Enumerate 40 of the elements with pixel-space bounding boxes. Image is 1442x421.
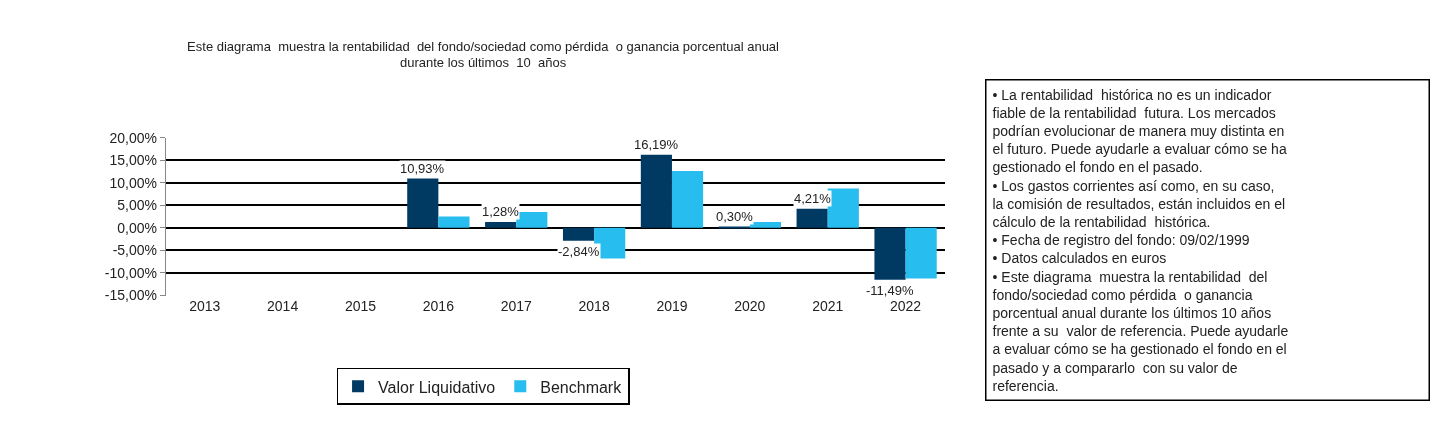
data-label: 0,30% (716, 209, 754, 224)
x-tick-label: 2013 (189, 297, 221, 314)
y-tick-label: 10,00% (109, 174, 158, 191)
x-tick-label: 2020 (734, 297, 766, 314)
x-tick-label: 2019 (656, 297, 688, 314)
bar (749, 221, 781, 228)
x-tick-label: 2015 (344, 297, 377, 314)
y-tick-label: 20,00% (109, 129, 158, 146)
y-tick-label: -5,00% (112, 242, 158, 259)
y-tick-label: -15,00% (104, 287, 158, 304)
bar (796, 208, 828, 228)
chart-title: Este diagrama muestra la rentabilidad del fondo/sociedad como pérdida o ganancia porcentual anual durante los últimos 10 años (187, 38, 780, 71)
bar (485, 222, 517, 228)
data-label: 10,93% (400, 161, 445, 176)
text: • La rentabilidad histórica no es un indicador fiable de la rentabilidad futura. Los mercados podrían evolucionar de manera muy distinta en el futuro. Puede ayudarle a evaluar cómo se ha gestionado el fondo en el pasado. • Los gastos corrientes así como, en su caso, la comisión de resultados, están incluidos en el cálculo de la rentabilidad histórica. • Fecha de registro del fondo: 09/02/1999 • Datos calculados en euros • Este diagrama muestra la rentabilidad del fondo/sociedad como pérdida o ganancia porcentual anual durante los últimos 10 años frente a su valor de referencia. Puede ayudarle a evaluar cómo se ha gestionado el fondo en el pasado y a compararlo con su valor de referencia. (992, 86, 1289, 394)
legend-label: Valor Liquidativo (378, 378, 496, 396)
x-tick-label: 2021 (812, 297, 844, 314)
x-tick-label: 2018 (578, 297, 610, 314)
y-tick-label: 15,00% (109, 152, 158, 169)
x-tick-label: 2022 (890, 297, 922, 314)
x-tick-label: 2016 (422, 297, 455, 314)
y-tick-label: 5,00% (117, 197, 158, 214)
legend-label: Benchmark (540, 378, 623, 396)
bar (718, 226, 750, 229)
data-label: -11,49% (866, 283, 914, 298)
bar (874, 227, 906, 280)
data-label: 1,28% (482, 204, 520, 219)
bar (905, 227, 937, 279)
x-tick-label: 2014 (267, 297, 299, 314)
bar (438, 216, 470, 228)
bar (671, 171, 704, 228)
bar (562, 227, 595, 241)
x-tick-label: 2017 (500, 297, 533, 314)
data-label: 16,19% (634, 137, 679, 152)
data-label: 4,21% (794, 191, 832, 206)
y-tick-label: -10,00% (104, 264, 158, 281)
bar (407, 178, 439, 228)
y-tick-label: 0,00% (117, 219, 158, 236)
bar (640, 154, 672, 228)
data-label: -2,84% (558, 244, 600, 259)
